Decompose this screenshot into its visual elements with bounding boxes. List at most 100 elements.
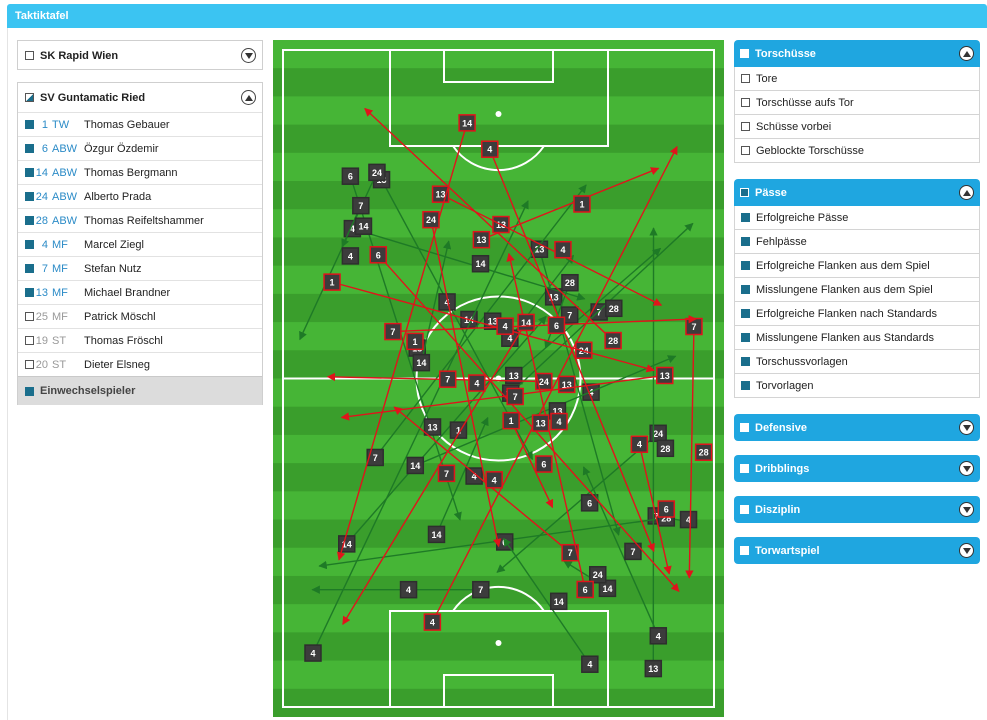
filter-checkbox[interactable] bbox=[741, 285, 750, 294]
filter-checkbox[interactable] bbox=[741, 122, 750, 131]
substitutes-row[interactable]: Einwechselspieler bbox=[18, 376, 262, 405]
player-marker bbox=[560, 306, 579, 324]
player-marker bbox=[605, 299, 623, 318]
expand-button-torwartspiel[interactable] bbox=[959, 543, 974, 558]
panel-checkbox-paesse[interactable] bbox=[740, 188, 749, 197]
filter-item[interactable]: Misslungene Flanken aus dem Spiel bbox=[734, 278, 980, 302]
successful-pass-arrow bbox=[510, 222, 694, 394]
player-checkbox[interactable] bbox=[25, 144, 34, 153]
panel-header-defensive[interactable]: Defensive bbox=[734, 414, 980, 441]
player-marker-label: 14 bbox=[358, 222, 368, 232]
player-marker bbox=[656, 439, 675, 458]
filter-checkbox[interactable] bbox=[741, 74, 750, 83]
player-checkbox[interactable] bbox=[25, 288, 34, 297]
filter-item[interactable]: Torschussvorlagen bbox=[734, 350, 980, 374]
player-marker-label: 4 bbox=[487, 145, 492, 155]
player-name: Thomas Bergmann bbox=[84, 166, 178, 179]
failed-pass-arrow bbox=[685, 326, 695, 579]
successful-pass-arrow bbox=[312, 200, 529, 654]
player-row[interactable]: 1 TW Thomas Gebauer bbox=[18, 112, 262, 136]
filter-checkbox[interactable] bbox=[741, 261, 750, 270]
failed-pass-arrow bbox=[340, 374, 665, 421]
filter-label: Schüsse vorbei bbox=[756, 120, 832, 133]
filter-item[interactable]: Erfolgreiche Flanken aus dem Spiel bbox=[734, 254, 980, 278]
player-marker-label: 13 bbox=[552, 406, 562, 416]
filter-item[interactable]: Erfolgreiche Pässe bbox=[734, 206, 980, 230]
player-row[interactable]: 4 MF Marcel Ziegl bbox=[18, 232, 262, 256]
filter-item[interactable]: Torvorlagen bbox=[734, 374, 980, 398]
player-checkbox[interactable] bbox=[25, 336, 34, 345]
filter-checkbox[interactable] bbox=[741, 309, 750, 318]
filter-checkbox[interactable] bbox=[741, 381, 750, 390]
team-checkbox-ried[interactable] bbox=[25, 93, 34, 102]
player-row[interactable]: 7 MF Stefan Nutz bbox=[18, 256, 262, 280]
player-marker-label: 1 bbox=[579, 199, 584, 209]
player-name: Marcel Ziegl bbox=[84, 238, 144, 251]
substitutes-checkbox[interactable] bbox=[25, 386, 34, 396]
panel-checkbox-torschuesse[interactable] bbox=[740, 49, 749, 58]
player-marker-label: 14 bbox=[410, 461, 420, 471]
panel-checkbox-dribblings[interactable] bbox=[740, 464, 749, 473]
player-row[interactable]: 13 MF Michael Brandner bbox=[18, 280, 262, 304]
player-row[interactable]: 25 MF Patrick Möschl bbox=[18, 304, 262, 328]
failed-pass-arrow bbox=[638, 444, 672, 575]
player-checkbox[interactable] bbox=[25, 312, 34, 321]
filter-checkbox[interactable] bbox=[741, 213, 750, 222]
expand-button-dribblings[interactable] bbox=[959, 461, 974, 476]
player-checkbox[interactable] bbox=[25, 264, 34, 273]
panel-header-torwartspiel[interactable]: Torwartspiel bbox=[734, 537, 980, 564]
successful-pass-arrow bbox=[420, 240, 452, 363]
filter-label: Erfolgreiche Flanken nach Standards bbox=[756, 307, 937, 320]
player-marker bbox=[554, 240, 572, 259]
expand-button-defensive[interactable] bbox=[959, 420, 974, 435]
player-row[interactable]: 20 ST Dieter Elsneg bbox=[18, 352, 262, 376]
collapse-button-paesse[interactable] bbox=[959, 185, 974, 200]
filter-item[interactable]: Misslungene Flanken aus Standards bbox=[734, 326, 980, 350]
filter-item[interactable]: Tore bbox=[734, 67, 980, 91]
filter-checkbox[interactable] bbox=[741, 237, 750, 246]
filter-item[interactable]: Torschüsse aufs Tor bbox=[734, 91, 980, 115]
player-checkbox[interactable] bbox=[25, 120, 34, 129]
panel-header-torschuesse[interactable]: Torschüsse bbox=[734, 40, 980, 67]
team-checkbox-rapid[interactable] bbox=[25, 51, 34, 60]
player-row[interactable]: 24 ABW Alberto Prada bbox=[18, 184, 262, 208]
filter-checkbox[interactable] bbox=[741, 333, 750, 342]
filter-item[interactable]: Fehlpässe bbox=[734, 230, 980, 254]
filter-item[interactable]: Geblockte Torschüsse bbox=[734, 139, 980, 163]
player-marker-label: 7 bbox=[630, 547, 635, 557]
panel-header-dribblings[interactable]: Dribblings bbox=[734, 455, 980, 482]
filter-item[interactable]: Schüsse vorbei bbox=[734, 115, 980, 139]
panel-checkbox-defensive[interactable] bbox=[740, 423, 749, 432]
panel-checkbox-torwartspiel[interactable] bbox=[740, 546, 749, 555]
panel-header-paesse[interactable]: Pässe bbox=[734, 179, 980, 206]
player-checkbox[interactable] bbox=[25, 192, 34, 201]
player-position: ABW bbox=[52, 214, 78, 227]
player-checkbox[interactable] bbox=[25, 168, 34, 177]
player-checkbox[interactable] bbox=[25, 360, 34, 369]
collapse-button-torschuesse[interactable] bbox=[959, 46, 974, 61]
filter-item[interactable]: Erfolgreiche Flanken nach Standards bbox=[734, 302, 980, 326]
expand-button-disziplin[interactable] bbox=[959, 502, 974, 517]
player-marker bbox=[679, 510, 698, 529]
collapse-button-ried[interactable] bbox=[241, 90, 256, 105]
player-row[interactable]: 14 ABW Thomas Bergmann bbox=[18, 160, 262, 184]
player-checkbox[interactable] bbox=[25, 216, 34, 225]
team-header-rapid[interactable]: SK Rapid Wien bbox=[18, 41, 262, 70]
player-number: 20 bbox=[35, 358, 48, 371]
player-marker-label: 6 bbox=[541, 460, 546, 470]
player-row[interactable]: 19 ST Thomas Fröschl bbox=[18, 328, 262, 352]
player-number: 13 bbox=[35, 286, 48, 299]
player-row[interactable]: 6 ABW Özgur Özdemir bbox=[18, 136, 262, 160]
team-header-ried[interactable]: SV Guntamatic Ried bbox=[18, 83, 262, 112]
player-marker-label: 4 bbox=[587, 660, 592, 670]
player-checkbox[interactable] bbox=[25, 240, 34, 249]
player-marker-label: 14 bbox=[416, 358, 426, 368]
panel-header-disziplin[interactable]: Disziplin bbox=[734, 496, 980, 523]
panel-checkbox-disziplin[interactable] bbox=[740, 505, 749, 514]
failed-pass-arrow bbox=[393, 406, 571, 554]
expand-button-rapid[interactable] bbox=[241, 48, 256, 63]
player-row[interactable]: 28 ABW Thomas Reifeltshammer bbox=[18, 208, 262, 232]
filter-checkbox[interactable] bbox=[741, 98, 750, 107]
filter-checkbox[interactable] bbox=[741, 146, 750, 155]
filter-checkbox[interactable] bbox=[741, 357, 750, 366]
